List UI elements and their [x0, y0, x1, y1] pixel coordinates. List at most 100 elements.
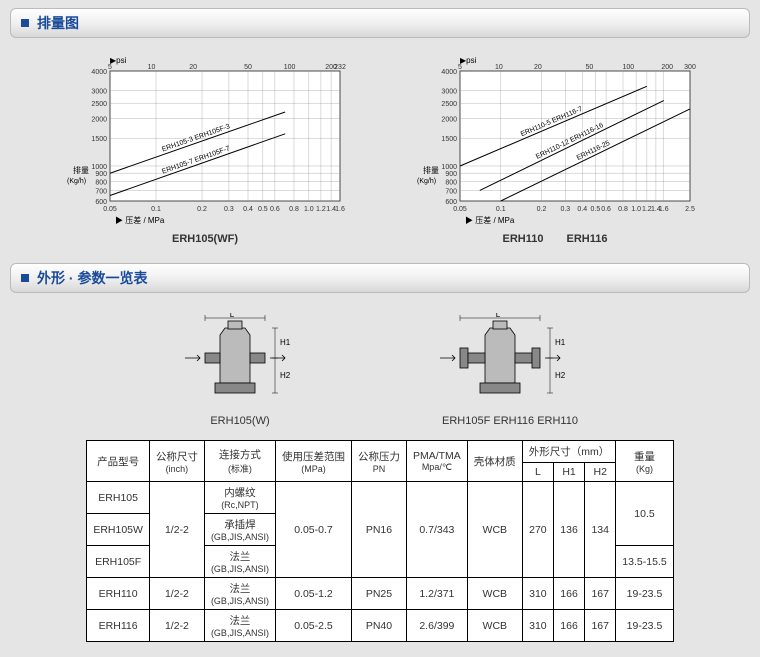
svg-text:800: 800 [95, 179, 107, 186]
diagram-right-caption: ERH105F ERH116 ERH110 [430, 415, 590, 427]
svg-text:700: 700 [95, 188, 107, 195]
svg-text:1.0: 1.0 [304, 206, 314, 213]
chart1-yunit: (Kg/h) [67, 178, 86, 185]
svg-text:H1: H1 [280, 338, 291, 347]
spec-table: 产品型号 公称尺寸(inch) 连接方式(标准) 使用压差范围(MPa) 公称压… [86, 440, 673, 642]
svg-text:600: 600 [445, 199, 457, 206]
chart2-cap-right: ERH116 [567, 233, 608, 245]
svg-text:1000: 1000 [441, 164, 457, 171]
svg-text:700: 700 [445, 188, 457, 195]
chart2-cap-left: ERH110 [502, 233, 543, 245]
svg-text:4000: 4000 [441, 69, 457, 76]
svg-text:100: 100 [622, 64, 634, 71]
svg-text:1.6: 1.6 [659, 206, 669, 213]
th-size: 公称尺寸(inch) [149, 441, 204, 482]
th-pn: 公称压力PN [351, 441, 406, 482]
th-model: 产品型号 [87, 441, 150, 482]
chart1-yticks: 600700800900100015002000250030004000 [91, 69, 107, 206]
svg-text:0.3: 0.3 [224, 206, 234, 213]
table-row: ERH116 1/2-2 法兰(GB,JIS,ANSI) 0.05-2.5 PN… [87, 610, 673, 642]
svg-text:0.05: 0.05 [453, 206, 467, 213]
svg-text:2500: 2500 [441, 101, 457, 108]
svg-text:0.8: 0.8 [618, 206, 628, 213]
table-row: ERH105 1/2-2 内螺纹(Rc,NPT) 0.05-0.7 PN16 0… [87, 482, 673, 514]
svg-text:H1: H1 [555, 338, 566, 347]
svg-text:1500: 1500 [441, 136, 457, 143]
svg-text:3000: 3000 [91, 89, 107, 96]
spec-tbody: ERH105 1/2-2 内螺纹(Rc,NPT) 0.05-0.7 PN16 0… [87, 482, 673, 642]
chart-erh105: ▶psi 5102050100200232 600700800900100015… [55, 53, 355, 245]
svg-text:0.8: 0.8 [289, 206, 299, 213]
bullet-icon [21, 19, 29, 27]
svg-text:2500: 2500 [91, 101, 107, 108]
svg-text:H2: H2 [280, 371, 291, 380]
svg-text:0.3: 0.3 [560, 206, 570, 213]
chart2-caption: ERH110 ERH116 [405, 233, 705, 245]
chart2-yunit: (Kg/h) [417, 178, 436, 185]
svg-text:50: 50 [585, 64, 593, 71]
svg-text:0.6: 0.6 [270, 206, 280, 213]
svg-text:2.5: 2.5 [685, 206, 695, 213]
chart2-top-label: ▶psi [460, 56, 477, 65]
diagram-left-caption: ERH105(W) [170, 415, 310, 427]
chart1-top-ticks: 5102050100200232 [108, 64, 346, 71]
svg-text:0.5: 0.5 [591, 206, 601, 213]
svg-text:5: 5 [108, 64, 112, 71]
th-pma: PMA/TMAMpa/℃ [406, 441, 467, 482]
svg-text:100: 100 [284, 64, 296, 71]
diagram-left-svg: L H1 H2 [170, 313, 310, 408]
chart1-xlabel: ▶ 压差 / MPa [115, 215, 165, 225]
chart-erh110-116: ▶psi 5102050100200300 600700800900100015… [405, 53, 705, 245]
svg-text:1.0: 1.0 [631, 206, 641, 213]
svg-text:L: L [496, 313, 501, 319]
svg-text:0.2: 0.2 [537, 206, 547, 213]
svg-text:1500: 1500 [91, 136, 107, 143]
charts-row: ▶psi 5102050100200232 600700800900100015… [0, 48, 760, 255]
chart1-top-label: ▶psi [110, 56, 127, 65]
svg-text:900: 900 [95, 171, 107, 178]
svg-text:1000: 1000 [91, 164, 107, 171]
svg-text:800: 800 [445, 179, 457, 186]
svg-text:0.4: 0.4 [243, 206, 253, 213]
chart2-xlabel: ▶ 压差 / MPa [465, 215, 515, 225]
svg-text:600: 600 [95, 199, 107, 206]
svg-text:1.2: 1.2 [316, 206, 326, 213]
svg-text:1.6: 1.6 [335, 206, 345, 213]
chart2-top-ticks: 5 10 20 50 100 200 300 [458, 64, 696, 71]
svg-text:2000: 2000 [441, 116, 457, 123]
diagram-right-svg: L H1 H2 [430, 313, 590, 408]
th-weight: 重量(Kg) [616, 441, 673, 482]
th-L: L [522, 463, 553, 482]
th-H1: H1 [553, 463, 584, 482]
svg-text:5: 5 [458, 64, 462, 71]
svg-text:3000: 3000 [441, 89, 457, 96]
svg-text:0.4: 0.4 [577, 206, 587, 213]
svg-text:2000: 2000 [91, 116, 107, 123]
section-header-spec: 外形 · 参数一览表 [10, 263, 750, 293]
svg-text:10: 10 [148, 64, 156, 71]
th-dims: 外形尺寸（mm） [522, 441, 616, 463]
th-range: 使用压差范围(MPa) [275, 441, 351, 482]
svg-text:10: 10 [495, 64, 503, 71]
svg-text:300: 300 [684, 64, 696, 71]
svg-text:0.05: 0.05 [103, 206, 117, 213]
svg-text:0.6: 0.6 [601, 206, 611, 213]
section-title: 外形 · 参数一览表 [37, 268, 147, 288]
chart2-svg: ▶psi 5102050100200300 600700800900100015… [405, 53, 705, 228]
svg-text:0.1: 0.1 [496, 206, 506, 213]
chart1-svg: ▶psi 5102050100200232 600700800900100015… [55, 53, 355, 228]
chart1-xticks: 0.050.10.20.30.40.50.60.81.01.21.41.6 [103, 206, 345, 213]
svg-text:H2: H2 [555, 371, 566, 380]
diagram-right: L H1 H2 ERH105F ERH116 ERH110 [430, 313, 590, 427]
th-H2: H2 [585, 463, 616, 482]
svg-text:0.5: 0.5 [258, 206, 268, 213]
th-conn: 连接方式(标准) [204, 441, 275, 482]
svg-text:0.1: 0.1 [151, 206, 161, 213]
th-mat: 壳体材质 [467, 441, 522, 482]
chart2-ylabel: 排量 [423, 165, 439, 175]
chart1-ylabel: 排量 [73, 165, 89, 175]
table-row: ERH110 1/2-2 法兰(GB,JIS,ANSI) 0.05-1.2 PN… [87, 578, 673, 610]
svg-text:200: 200 [661, 64, 673, 71]
svg-text:20: 20 [189, 64, 197, 71]
svg-text:20: 20 [534, 64, 542, 71]
